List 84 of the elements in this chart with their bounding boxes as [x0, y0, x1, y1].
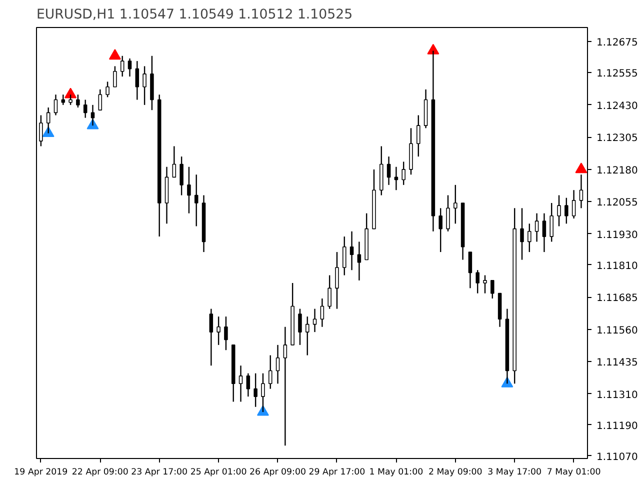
candlestick: [520, 208, 524, 260]
candlestick: [335, 251, 339, 310]
candlestick: [557, 194, 561, 227]
candlestick: [579, 174, 584, 209]
candlestick: [113, 66, 117, 88]
x-tick-label: 3 May 17:00: [488, 468, 542, 478]
y-tick-label: 1.12555: [596, 68, 638, 80]
candlestick: [135, 60, 140, 100]
candlestick: [350, 230, 354, 271]
x-tick-label: 2 May 09:00: [428, 468, 482, 478]
y-tick-label: 1.11070: [596, 452, 638, 463]
x-tick-label: 22 Apr 09:00: [72, 468, 128, 478]
y-tick-label: 1.12305: [596, 133, 638, 144]
y-tick-label: 1.12055: [596, 198, 638, 209]
candlestick: [542, 212, 546, 253]
candlestick: [534, 212, 539, 242]
y-tick-label: 1.11190: [596, 420, 638, 432]
candlestick: [194, 174, 198, 227]
candlestick: [446, 194, 450, 232]
candlestick: [468, 251, 472, 289]
candlestick: [128, 58, 132, 78]
candlestick: [416, 114, 420, 158]
candlestick: [46, 106, 50, 134]
y-tick-label: 1.11930: [596, 230, 638, 241]
point: [108, 49, 121, 60]
candlestick: [261, 372, 265, 413]
y-tick-label: 1.11810: [596, 260, 638, 272]
y-tick-label: 1.11685: [596, 293, 638, 304]
candlestick: [305, 316, 310, 356]
candlestick: [320, 298, 324, 328]
candlestick: [357, 241, 362, 282]
y-tick-label: 1.12430: [596, 100, 638, 112]
candlestick: [564, 197, 568, 224]
candlestick: [246, 372, 250, 398]
point: [427, 44, 440, 54]
y-tick-label: 1.11310: [596, 390, 638, 401]
candlestick: [238, 364, 243, 402]
candlestick: [483, 274, 487, 294]
x-tick-label: 7 May 01:00: [546, 468, 601, 478]
y-tick-label: 1.11435: [596, 358, 638, 369]
candlestick: [254, 372, 258, 408]
chart-title: EURUSD,H1 1.10547 1.10549 1.10512 1.10525: [36, 8, 353, 22]
candlestick: [550, 202, 554, 242]
x-tick-label: 26 Apr 09:00: [250, 468, 306, 478]
candlestick: [209, 308, 214, 366]
x-tick-label: 19 Apr 2019: [14, 468, 68, 478]
y-tick-label: 1.12180: [596, 165, 638, 176]
candlestick: [83, 99, 88, 118]
point: [64, 88, 77, 98]
x-tick-label: 1 May 01:00: [369, 468, 424, 478]
candlestick: [142, 66, 146, 106]
candlestick: [106, 81, 110, 98]
candlestick: [454, 184, 458, 224]
point: [575, 162, 588, 174]
candlestick: [342, 236, 346, 276]
candlestick: [276, 344, 280, 384]
x-tick-label: 23 Apr 17:00: [131, 468, 188, 478]
y-tick-label: 1.12675: [596, 38, 638, 49]
y-tick-label: 1.11560: [596, 325, 638, 336]
x-tick-label: 29 Apr 17:00: [308, 468, 366, 478]
candlestick: [224, 316, 228, 351]
candlestick: [402, 161, 406, 186]
candlestick: [268, 354, 272, 390]
candlestick: [298, 308, 302, 346]
candlestick: [216, 316, 220, 346]
candlestick: [328, 274, 332, 310]
candlestick: [180, 156, 184, 196]
candlestick: [120, 55, 124, 78]
candlestick: [98, 88, 102, 111]
candlestick: [68, 94, 72, 106]
candlestick: [438, 208, 442, 253]
candlestick: [76, 94, 80, 108]
candlestick: [528, 223, 532, 253]
candlestick: [39, 114, 43, 147]
candlestick: [283, 326, 288, 446]
candlestick: [490, 280, 494, 300]
candlestick: [172, 146, 176, 178]
candlestick: [312, 308, 317, 333]
x-tick-label: 25 Apr 01:00: [190, 468, 247, 478]
candlestick: [386, 156, 391, 186]
candlestick: [54, 94, 58, 116]
candlestick: [572, 189, 576, 220]
candlestick: [476, 270, 480, 294]
candlestick: [187, 166, 191, 214]
